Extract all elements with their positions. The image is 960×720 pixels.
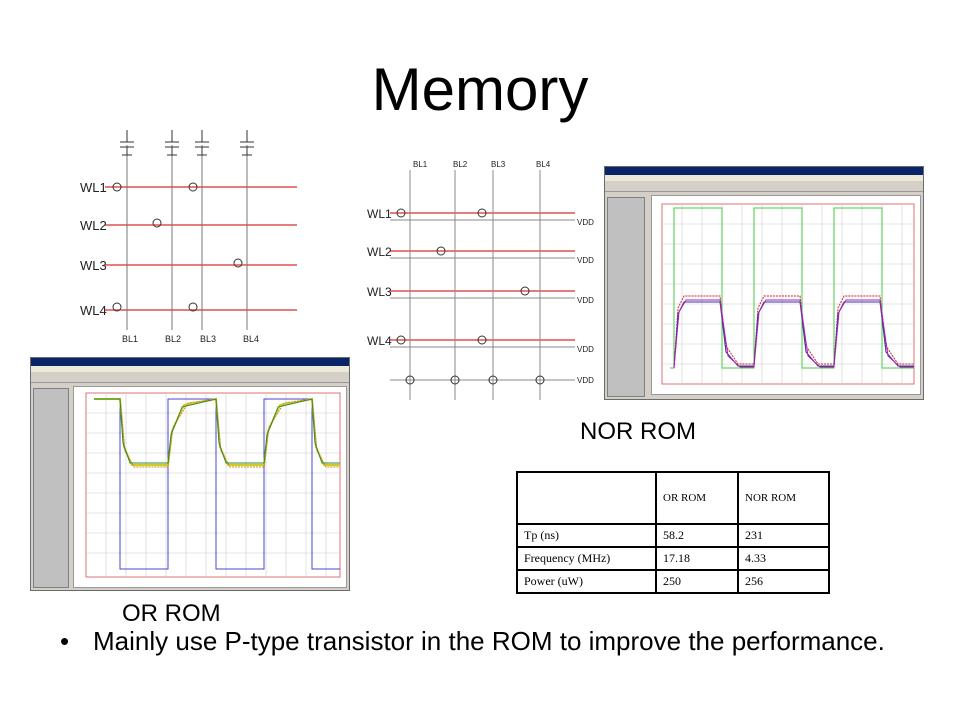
vdd-label: VDD bbox=[577, 376, 594, 385]
window-menu-bar bbox=[605, 175, 923, 181]
vdd-label: VDD bbox=[577, 296, 594, 305]
signal-list-panel bbox=[33, 388, 69, 588]
wl-label: WL2 bbox=[367, 245, 392, 259]
table-row: Power (uW) 250 256 bbox=[516, 569, 830, 594]
vdd-label: VDD bbox=[577, 345, 594, 354]
table-row: Tp (ns) 58.2 231 bbox=[516, 523, 830, 548]
table-cell: 4.33 bbox=[737, 546, 830, 571]
bullet-dot-icon: • bbox=[60, 626, 70, 656]
wl-label: WL1 bbox=[80, 180, 107, 195]
table-cell: 231 bbox=[737, 523, 830, 548]
or-rom-caption: OR ROM bbox=[122, 600, 221, 627]
bl-label: BL4 bbox=[536, 160, 551, 169]
bl-label: BL2 bbox=[165, 334, 181, 344]
performance-table: OR ROM NOR ROM Tp (ns) 58.2 231 Frequenc… bbox=[516, 471, 830, 594]
bullet-text: Mainly use P-type transistor in the ROM … bbox=[93, 626, 885, 656]
table-header-cell bbox=[516, 471, 657, 525]
wl-label: WL1 bbox=[367, 207, 392, 221]
window-toolbar bbox=[605, 181, 923, 192]
window-toolbar bbox=[31, 372, 349, 383]
table-cell: 17.18 bbox=[655, 546, 739, 571]
wl-label: WL2 bbox=[80, 218, 107, 233]
table-cell: Power (uW) bbox=[516, 569, 657, 594]
window-title-bar bbox=[605, 167, 923, 175]
bl-label: BL1 bbox=[413, 160, 428, 169]
nor-rom-caption: NOR ROM bbox=[580, 418, 696, 445]
table-header-cell: NOR ROM bbox=[737, 471, 830, 525]
nor-rom-schematic: WL1 WL2 WL3 WL4 BL1 BL2 BL3 BL4 VDD VDD … bbox=[367, 160, 594, 400]
bl-label: BL3 bbox=[200, 334, 216, 344]
table-cell: 250 bbox=[655, 569, 739, 594]
bl-label: BL1 bbox=[122, 334, 138, 344]
wl-label: WL3 bbox=[367, 285, 392, 299]
bl-label: BL4 bbox=[243, 334, 259, 344]
waveform-plot-svg bbox=[85, 392, 341, 578]
waveform-plot-svg bbox=[661, 203, 915, 385]
bl-label: BL3 bbox=[491, 160, 506, 169]
table-cell: Tp (ns) bbox=[516, 523, 657, 548]
signal-list-panel bbox=[607, 197, 645, 397]
bl-label: BL2 bbox=[453, 160, 468, 169]
waveform-plot bbox=[73, 386, 347, 588]
vdd-label: VDD bbox=[577, 218, 594, 227]
or-rom-schematic: WL1 WL2 WL3 WL4 BL1 BL2 BL3 BL4 bbox=[80, 130, 297, 344]
wl-label: WL4 bbox=[367, 334, 392, 348]
or-rom-waveform-window bbox=[30, 357, 350, 591]
vdd-label: VDD bbox=[577, 256, 594, 265]
wl-label: WL3 bbox=[80, 258, 107, 273]
table-cell: 58.2 bbox=[655, 523, 739, 548]
table-row: Frequency (MHz) 17.18 4.33 bbox=[516, 546, 830, 571]
table-cell: 256 bbox=[737, 569, 830, 594]
slide-title: Memory bbox=[371, 56, 589, 123]
window-title-bar bbox=[31, 358, 349, 366]
table-cell: Frequency (MHz) bbox=[516, 546, 657, 571]
waveform-plot bbox=[651, 195, 921, 395]
wl-label: WL4 bbox=[80, 303, 107, 318]
table-header-row: OR ROM NOR ROM bbox=[516, 471, 830, 525]
nor-rom-waveform-window bbox=[604, 166, 924, 400]
table-header-cell: OR ROM bbox=[655, 471, 739, 525]
window-menu-bar bbox=[31, 366, 349, 372]
